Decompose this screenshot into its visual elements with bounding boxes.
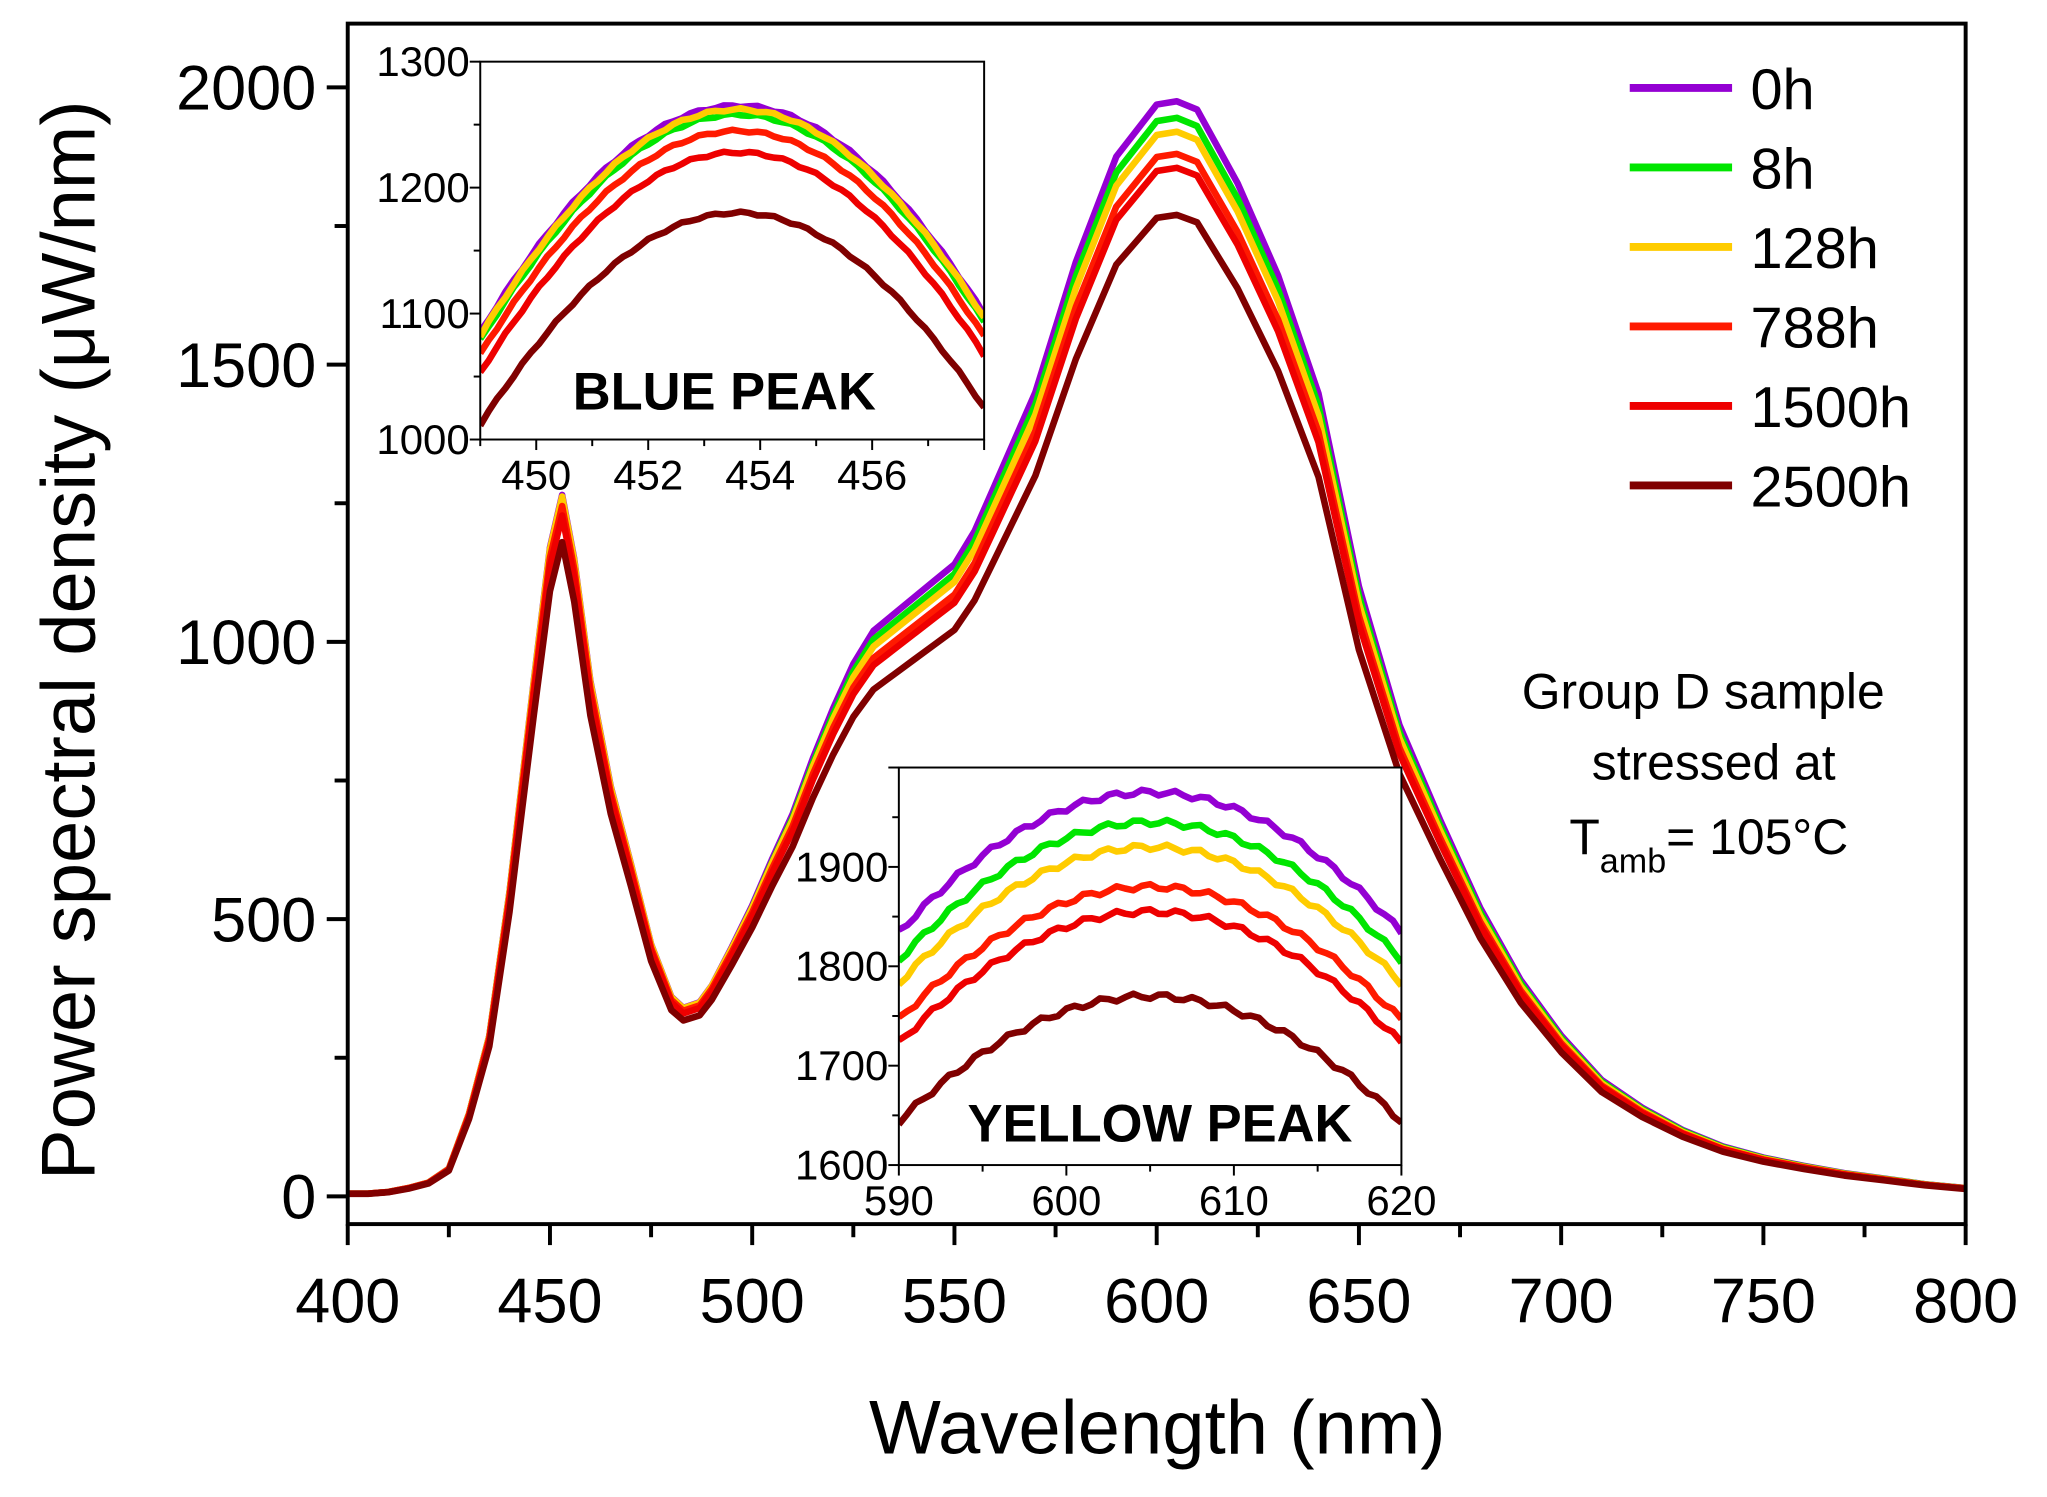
annotation: Group D sample stressed at Tamb= 105°C [1522, 663, 1885, 880]
legend-label-128h: 128h [1750, 217, 1878, 281]
legend-label-0h: 0h [1750, 58, 1814, 122]
inset-x-tick-label: 620 [1366, 1177, 1436, 1224]
inset-series-line-8h [480, 110, 985, 341]
inset-background [898, 767, 1402, 1166]
annotation-line3: Tamb= 105°C [1569, 809, 1848, 880]
inset-curves [898, 786, 1402, 1127]
inset-series-line-1500h [480, 148, 985, 375]
inset-x-tick-label: 456 [837, 451, 907, 498]
y-tick-label: 500 [211, 885, 316, 955]
inset-y-tick-label: 1000 [376, 416, 469, 463]
inset-series-line-128h [480, 104, 985, 339]
main-curves [347, 98, 1966, 1198]
inset-y-tick-label: 1800 [795, 943, 888, 990]
inset-y-tick-label: 1300 [376, 38, 469, 85]
inset-series-line-788h [898, 880, 1402, 1022]
inset-y-tick-label: 1100 [380, 290, 470, 337]
inset-x-tick-label: 454 [725, 451, 795, 498]
inset-y-tick-label: 1700 [795, 1042, 888, 1089]
y-tick-label: 2000 [176, 54, 316, 124]
y-tick-label: 1500 [176, 331, 316, 401]
inset-series-line-0h [898, 786, 1402, 936]
x-tick-label: 650 [1306, 1267, 1411, 1337]
inset-title: BLUE PEAK [573, 362, 876, 421]
inset-series-line-128h [898, 841, 1402, 988]
inset-x-tick-label: 600 [1031, 1177, 1101, 1224]
annotation-line1: Group D sample [1522, 663, 1885, 719]
inset-series-line-1500h [898, 905, 1402, 1045]
legend-label-8h: 8h [1750, 137, 1814, 201]
x-tick-label: 450 [497, 1267, 602, 1337]
inset-blue-peak: 450 452 454 456 1000 1100 1200 1300 BLUE PEAK [376, 38, 986, 498]
inset-y-tick-label: 1900 [795, 843, 888, 890]
inset-title: YELLOW PEAK [968, 1094, 1353, 1153]
legend-label-1500h: 1500h [1750, 376, 1911, 440]
inset-series-line-2500h [480, 208, 985, 428]
inset-y-tick-label: 1200 [376, 164, 469, 211]
x-tick-label: 750 [1711, 1267, 1816, 1337]
inset-series-line-8h [898, 816, 1402, 965]
legend-label-2500h: 2500h [1750, 455, 1911, 519]
annotation-rest: = 105°C [1666, 809, 1848, 865]
inset-series-line-788h [480, 126, 985, 355]
legend-label-788h: 788h [1750, 296, 1878, 360]
x-tick-label: 600 [1104, 1267, 1209, 1337]
series-line-2500h [347, 211, 1966, 1198]
inset-background [480, 61, 985, 440]
annotation-t: T [1569, 809, 1599, 865]
x-tick-label: 400 [295, 1267, 400, 1337]
y-tick-label: 1000 [176, 608, 316, 678]
annotation-sub: amb [1600, 842, 1666, 880]
x-tick-label: 550 [902, 1267, 1007, 1337]
inset-y-tick-label: 1600 [795, 1141, 888, 1188]
inset-x-tick-label: 590 [864, 1177, 934, 1224]
x-tick-label: 500 [700, 1267, 805, 1337]
x-tick-label: 800 [1913, 1267, 2018, 1337]
inset-x-tick-label: 610 [1199, 1177, 1269, 1224]
main-axes: 400 450 500 550 600 650 700 750 800 0 500 1000 1500 2… [176, 54, 2018, 1337]
x-tick-label: 700 [1509, 1267, 1614, 1337]
x-axis-title: Wavelength (nm) [869, 1386, 1446, 1471]
legend: 0h 8h 128h 788h 1500h 2500h [1629, 58, 1911, 519]
annotation-line2: stressed at [1592, 734, 1836, 790]
y-tick-label: 0 [281, 1163, 316, 1233]
y-axis-title: Power spectral density (μW/nm) [26, 100, 111, 1180]
inset-curves [480, 102, 985, 428]
inset-x-tick-label: 452 [613, 451, 683, 498]
inset-yellow-peak: 590 600 610 620 1600 1700 1800 1900 YELLOW PEAK [795, 766, 1436, 1224]
inset-series-line-2500h [898, 990, 1402, 1127]
inset-x-tick-label: 450 [501, 451, 571, 498]
